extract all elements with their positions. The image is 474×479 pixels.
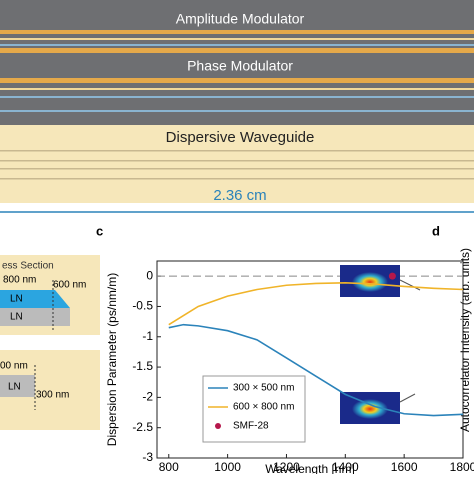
series-line [168, 323, 464, 417]
y-tick-label: -1.5 [132, 359, 153, 373]
chart: 800 1000 1200 1400 1600 1800 0 -0.5 -1 -1.5 -2 -2.5… [105, 260, 474, 476]
label: LN [8, 382, 21, 393]
x-tick-label: 1800 [450, 460, 474, 474]
arrow [399, 279, 421, 291]
legend-swatch [215, 423, 221, 429]
panel-label: c [96, 223, 103, 238]
y-axis-label: Dispersion Parameter (ps/nm/m) [105, 273, 119, 446]
x-tick-label: 1400 [332, 460, 359, 474]
length: 2.36 cm [213, 187, 266, 204]
label: ess Section [2, 261, 54, 272]
y-tick-label: 0 [146, 268, 153, 282]
y-tick-label: -2 [142, 390, 153, 404]
x-tick-label: 1600 [391, 460, 418, 474]
schematic: Amplitude Modulator Phase Modulator Disp… [0, 0, 474, 213]
legend [202, 375, 306, 443]
plot-area [156, 260, 464, 459]
x-tick-label: 800 [159, 460, 179, 474]
label: LN [10, 294, 23, 305]
arrow [399, 393, 416, 403]
axis-label: Autocorrelator Intensity (arb. units) [458, 248, 472, 432]
x-tick-label: 1000 [214, 460, 241, 474]
label: 300 nm [36, 390, 69, 401]
label: 600 nm [53, 280, 86, 291]
y-tick-label: -1 [142, 329, 153, 343]
legend-label: SMF-28 [233, 421, 269, 432]
label: 00 nm [0, 361, 28, 372]
inset-mode [352, 399, 388, 419]
y-tick-label: -2.5 [132, 420, 153, 434]
x-tick-label: 1200 [273, 460, 300, 474]
panel-label: d [432, 223, 440, 238]
point [388, 272, 396, 280]
label: LN [10, 312, 23, 323]
label: 800 nm [3, 275, 36, 286]
legend-label: 300 × 500 nm [233, 383, 294, 394]
label: Phase Modulator [187, 58, 293, 74]
y-tick-label: -3 [142, 450, 153, 464]
label: Amplitude Modulator [176, 11, 305, 27]
y-tick-label: -0.5 [132, 299, 153, 313]
cross-section: ess Section 800 nm 600 nm LN LN 00 nm LN… [0, 255, 100, 430]
legend-label: 600 × 800 nm [233, 402, 294, 413]
x-axis-label: Wavelength [nm] [265, 462, 355, 474]
series-line [168, 282, 464, 326]
inset-mode [352, 272, 388, 292]
label: Dispersive Waveguide [166, 129, 315, 146]
